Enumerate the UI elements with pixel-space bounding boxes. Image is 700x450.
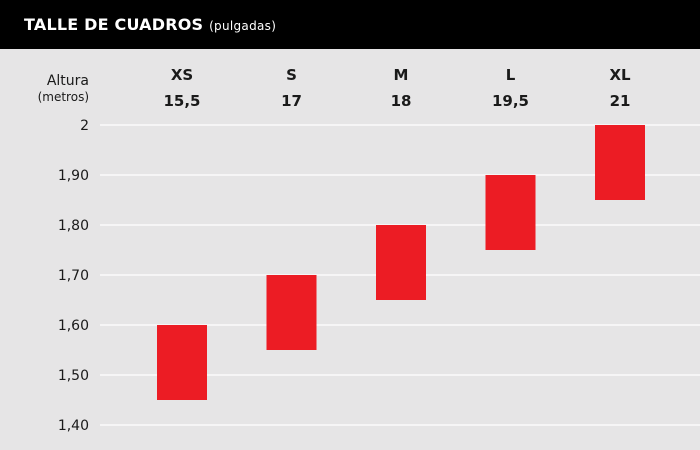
- chart-title: TALLE DE CUADROS: [24, 15, 204, 34]
- y-tick-label: 1,40: [58, 418, 89, 434]
- y-axis-unit: (metros): [38, 90, 89, 104]
- bar-xs: [157, 325, 207, 400]
- chart-header: TALLE DE CUADROS (pulgadas): [0, 0, 700, 49]
- bar-layer: [157, 125, 645, 400]
- y-axis-label: Altura: [47, 73, 89, 89]
- y-tick-label: 1,70: [58, 268, 89, 284]
- chart-title-line: TALLE DE CUADROS (pulgadas): [24, 15, 276, 34]
- y-tick-label: 1,60: [58, 318, 89, 334]
- y-tick-label: 2: [80, 118, 89, 134]
- bar-s: [266, 275, 317, 350]
- bar-xl: [595, 125, 645, 200]
- frame-size-value-m: 18: [391, 92, 412, 110]
- frame-size-value-xs: 15,5: [163, 92, 200, 110]
- size-label-xs: XS: [171, 66, 193, 84]
- frame-size-value-xl: 21: [610, 92, 631, 110]
- size-label-xl: XL: [609, 66, 631, 84]
- chart-subtitle: (pulgadas): [209, 19, 277, 33]
- frame-size-value-l: 19,5: [492, 92, 529, 110]
- label-layer: Altura (metros) 2 1,90 1,80 1,70 1,60 1,50 1,4…: [38, 66, 631, 434]
- size-label-l: L: [506, 66, 516, 84]
- frame-size-value-s: 17: [281, 92, 302, 110]
- size-label-m: M: [394, 66, 409, 84]
- y-tick-label: 1,50: [58, 368, 89, 384]
- y-tick-label: 1,80: [58, 218, 89, 234]
- size-label-s: S: [286, 66, 297, 84]
- y-tick-label: 1,90: [58, 168, 89, 184]
- bar-l: [485, 175, 536, 250]
- bar-m: [376, 225, 426, 300]
